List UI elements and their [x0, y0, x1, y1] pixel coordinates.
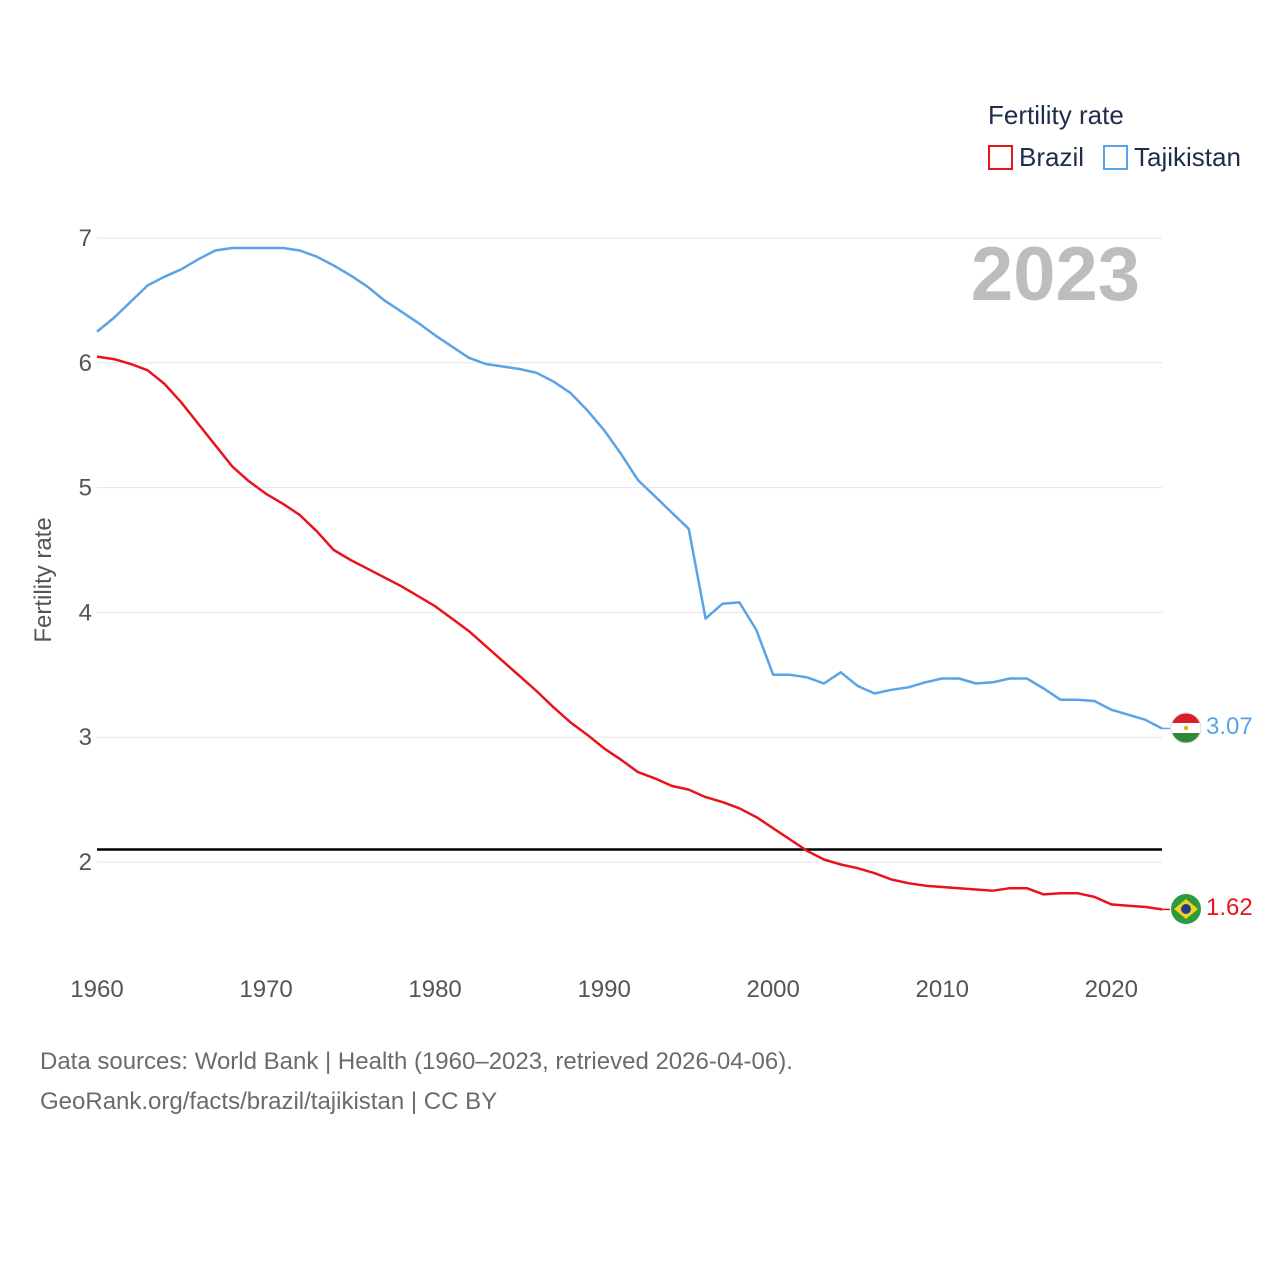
- series-lines: [96, 246, 1170, 911]
- y-tick-label: 2: [79, 849, 92, 876]
- y-tick-label: 6: [79, 350, 92, 377]
- source-line-2[interactable]: GeoRank.org/facts/brazil/tajikistan | CC…: [40, 1088, 498, 1115]
- legend-swatch-tajikistan[interactable]: [1103, 145, 1128, 170]
- legend: Fertility rate Brazil Tajikistan: [988, 100, 1241, 172]
- end-marker-brazil: 1.62: [1171, 894, 1253, 924]
- series-line-tajikistan[interactable]: [96, 246, 1163, 730]
- legend-swatch-brazil[interactable]: [988, 145, 1013, 170]
- end-value-tajikistan: 3.07: [1206, 713, 1253, 740]
- end-marker-tajikistan: 3.07: [1170, 712, 1253, 744]
- legend-label-brazil[interactable]: Brazil: [1019, 142, 1084, 172]
- x-tick-label: 1980: [408, 976, 461, 1003]
- y-tick-label: 3: [79, 724, 92, 751]
- source-line-1: Data sources: World Bank | Health (1960–…: [40, 1048, 793, 1075]
- y-axis-ticks: 2 3 4 5 6 7: [79, 225, 92, 876]
- y-tick-label: 7: [79, 225, 92, 252]
- y-axis-title: Fertility rate: [30, 517, 57, 642]
- y-tick-label: 4: [79, 599, 92, 626]
- tajikistan-flag-icon: [1171, 713, 1201, 743]
- line-chart: 2 3 4 5 6 7 1960 1970 1980 1990 2000 2010 2020 Fert…: [30, 100, 1253, 1003]
- x-tick-label: 1990: [577, 976, 630, 1003]
- y-tick-label: 5: [79, 475, 92, 502]
- legend-title: Fertility rate: [988, 100, 1124, 130]
- x-tick-label: 2010: [916, 976, 969, 1003]
- x-tick-label: 1970: [239, 976, 292, 1003]
- x-tick-label: 2000: [746, 976, 799, 1003]
- legend-label-tajikistan[interactable]: Tajikistan: [1134, 142, 1241, 172]
- end-value-brazil: 1.62: [1206, 894, 1253, 921]
- x-axis-ticks: 1960 1970 1980 1990 2000 2010 2020: [70, 976, 1138, 1003]
- source-note: Data sources: World Bank | Health (1960–…: [40, 1042, 793, 1122]
- current-year-label: 2023: [971, 232, 1140, 317]
- gridlines: [97, 237, 1162, 863]
- x-tick-label: 1960: [70, 976, 123, 1003]
- x-tick-label: 2020: [1085, 976, 1138, 1003]
- series-line-brazil[interactable]: [96, 355, 1163, 911]
- brazil-flag-icon: [1171, 894, 1201, 924]
